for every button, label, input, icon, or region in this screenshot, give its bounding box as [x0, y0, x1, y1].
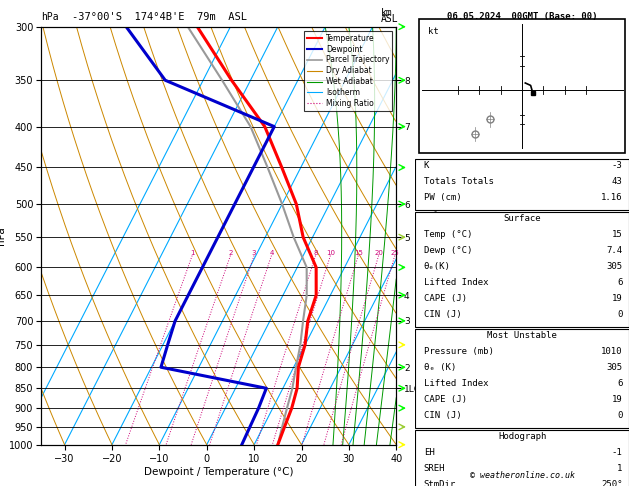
Bar — [415, 430, 629, 486]
Text: Lifted Index: Lifted Index — [424, 379, 488, 388]
Text: 1: 1 — [617, 464, 623, 473]
Text: Dewp (°C): Dewp (°C) — [424, 246, 472, 255]
Text: CIN (J): CIN (J) — [424, 411, 461, 420]
Text: 305: 305 — [606, 363, 623, 372]
Text: km: km — [381, 8, 393, 18]
Text: θₑ (K): θₑ (K) — [424, 363, 456, 372]
Text: 06.05.2024  00GMT (Base: 00): 06.05.2024 00GMT (Base: 00) — [447, 12, 598, 21]
Text: -3: -3 — [612, 161, 623, 170]
Text: 19: 19 — [612, 294, 623, 303]
Text: 6: 6 — [617, 278, 623, 287]
Y-axis label: Mixing Ratio (g/kg): Mixing Ratio (g/kg) — [430, 193, 439, 278]
X-axis label: Dewpoint / Temperature (°C): Dewpoint / Temperature (°C) — [144, 467, 293, 477]
Text: 15: 15 — [353, 250, 363, 256]
Y-axis label: hPa: hPa — [0, 226, 6, 245]
Text: kt: kt — [428, 27, 438, 36]
Text: -1: -1 — [612, 448, 623, 457]
Text: 0: 0 — [617, 310, 623, 319]
Text: 7.4: 7.4 — [606, 246, 623, 255]
Text: StmDir: StmDir — [424, 480, 456, 486]
Text: 0: 0 — [617, 411, 623, 420]
Text: 20: 20 — [374, 250, 383, 256]
Text: ASL: ASL — [381, 14, 399, 24]
Text: EH: EH — [424, 448, 435, 457]
Text: 6: 6 — [617, 379, 623, 388]
Text: CIN (J): CIN (J) — [424, 310, 461, 319]
Text: SREH: SREH — [424, 464, 445, 473]
Text: Pressure (mb): Pressure (mb) — [424, 347, 494, 356]
Text: θₑ(K): θₑ(K) — [424, 262, 450, 271]
Text: Totals Totals: Totals Totals — [424, 177, 494, 186]
Text: -37°00'S  174°4B'E  79m  ASL: -37°00'S 174°4B'E 79m ASL — [72, 12, 247, 22]
Text: Lifted Index: Lifted Index — [424, 278, 488, 287]
Text: 305: 305 — [606, 262, 623, 271]
Text: 15: 15 — [612, 230, 623, 239]
Text: 8: 8 — [313, 250, 318, 256]
Bar — [415, 212, 629, 327]
Text: 25: 25 — [391, 250, 399, 256]
Text: 3: 3 — [252, 250, 256, 256]
Text: CAPE (J): CAPE (J) — [424, 294, 467, 303]
Bar — [415, 159, 629, 210]
Text: 10: 10 — [326, 250, 335, 256]
Bar — [415, 329, 629, 428]
Text: CAPE (J): CAPE (J) — [424, 395, 467, 404]
Text: 2: 2 — [228, 250, 233, 256]
Text: K: K — [424, 161, 429, 170]
Text: hPa: hPa — [41, 12, 58, 22]
Text: 1.16: 1.16 — [601, 193, 623, 202]
Text: 1010: 1010 — [601, 347, 623, 356]
Legend: Temperature, Dewpoint, Parcel Trajectory, Dry Adiabat, Wet Adiabat, Isotherm, Mi: Temperature, Dewpoint, Parcel Trajectory… — [304, 31, 392, 111]
Text: 1: 1 — [190, 250, 194, 256]
Text: Most Unstable: Most Unstable — [487, 331, 557, 340]
Text: Hodograph: Hodograph — [498, 432, 546, 441]
Bar — [420, 19, 625, 153]
Text: 43: 43 — [612, 177, 623, 186]
Text: PW (cm): PW (cm) — [424, 193, 461, 202]
Text: 4: 4 — [269, 250, 274, 256]
Text: Temp (°C): Temp (°C) — [424, 230, 472, 239]
Text: 250°: 250° — [601, 480, 623, 486]
Text: 19: 19 — [612, 395, 623, 404]
Text: © weatheronline.co.uk: © weatheronline.co.uk — [470, 471, 574, 480]
Text: Surface: Surface — [503, 214, 541, 223]
